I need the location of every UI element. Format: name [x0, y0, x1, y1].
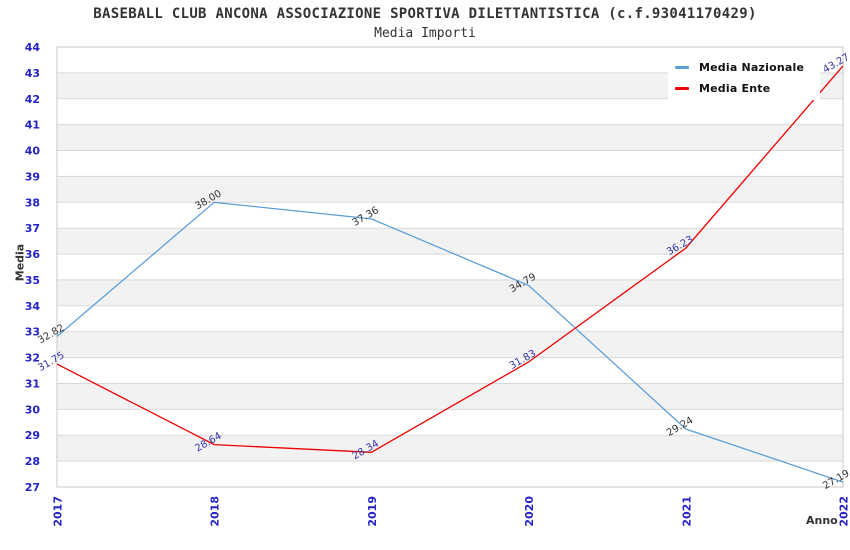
- y-tick-label: 32: [25, 352, 40, 365]
- plot-band: [57, 331, 843, 358]
- data-label: 43.27: [821, 52, 850, 76]
- x-tick-label: 2019: [366, 496, 379, 527]
- x-tick-label: 2018: [209, 496, 222, 527]
- y-tick-label: 41: [25, 119, 40, 132]
- y-tick-label: 40: [25, 145, 41, 158]
- y-tick-label: 42: [25, 93, 40, 106]
- y-tick-label: 36: [25, 248, 41, 261]
- series-line: [56, 201, 844, 483]
- legend-item-media-ente: Media Ente: [668, 78, 820, 99]
- x-tick-label: 2021: [680, 496, 693, 527]
- data-label: 37.36: [351, 205, 381, 229]
- legend-label-media-nazionale: Media Nazionale: [699, 61, 805, 74]
- plot-band: [57, 124, 843, 151]
- y-tick-label: 39: [25, 170, 40, 183]
- plot-border: [56, 46, 844, 488]
- x-axis-title: Anno: [806, 514, 838, 527]
- y-tick-label: 27: [25, 481, 40, 494]
- data-label: 31.75: [36, 350, 66, 374]
- plot-band: [57, 176, 843, 203]
- plot-band: [57, 383, 843, 410]
- x-tick-label: 2020: [523, 496, 536, 527]
- y-tick-label: 35: [25, 274, 40, 287]
- y-tick-label: 30: [25, 403, 41, 416]
- y-tick-label: 29: [25, 429, 40, 442]
- y-tick-label: 28: [25, 455, 40, 468]
- plot-band: [57, 435, 843, 462]
- x-tick-label: 2022: [838, 496, 850, 527]
- y-tick-label: 43: [25, 67, 40, 80]
- legend-swatch-media-ente: [675, 87, 689, 90]
- legend-item-media-nazionale: Media Nazionale: [668, 57, 820, 78]
- plot-band: [57, 279, 843, 306]
- legend-label-media-ente: Media Ente: [699, 82, 771, 95]
- x-tick-label: 2017: [52, 496, 65, 527]
- legend: Media Nazionale Media Ente: [668, 56, 820, 100]
- y-tick-label: 44: [25, 41, 41, 54]
- y-tick-label: 34: [25, 300, 41, 313]
- chart-title: BASEBALL CLUB ANCONA ASSOCIAZIONE SPORTI…: [93, 6, 757, 22]
- y-tick-label: 33: [25, 326, 40, 339]
- series-line: [56, 65, 844, 453]
- y-tick-label: 38: [25, 196, 40, 209]
- y-axis-title: Media: [13, 243, 27, 282]
- chart-subtitle: Media Importi: [374, 26, 476, 41]
- plot-band: [57, 228, 843, 255]
- legend-swatch-media-nazionale: [675, 66, 689, 69]
- y-tick-label: 31: [25, 378, 40, 391]
- data-label: 27.19: [821, 468, 850, 492]
- y-tick-label: 37: [25, 222, 40, 235]
